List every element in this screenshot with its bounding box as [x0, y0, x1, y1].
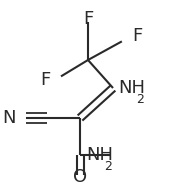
Text: NH: NH — [118, 79, 145, 97]
Text: O: O — [73, 168, 87, 186]
Text: F: F — [132, 27, 142, 45]
Text: N: N — [3, 109, 16, 127]
Text: NH: NH — [86, 146, 113, 164]
Text: F: F — [40, 71, 50, 89]
Text: 2: 2 — [136, 93, 144, 106]
Text: 2: 2 — [104, 160, 112, 173]
Text: F: F — [83, 10, 93, 28]
